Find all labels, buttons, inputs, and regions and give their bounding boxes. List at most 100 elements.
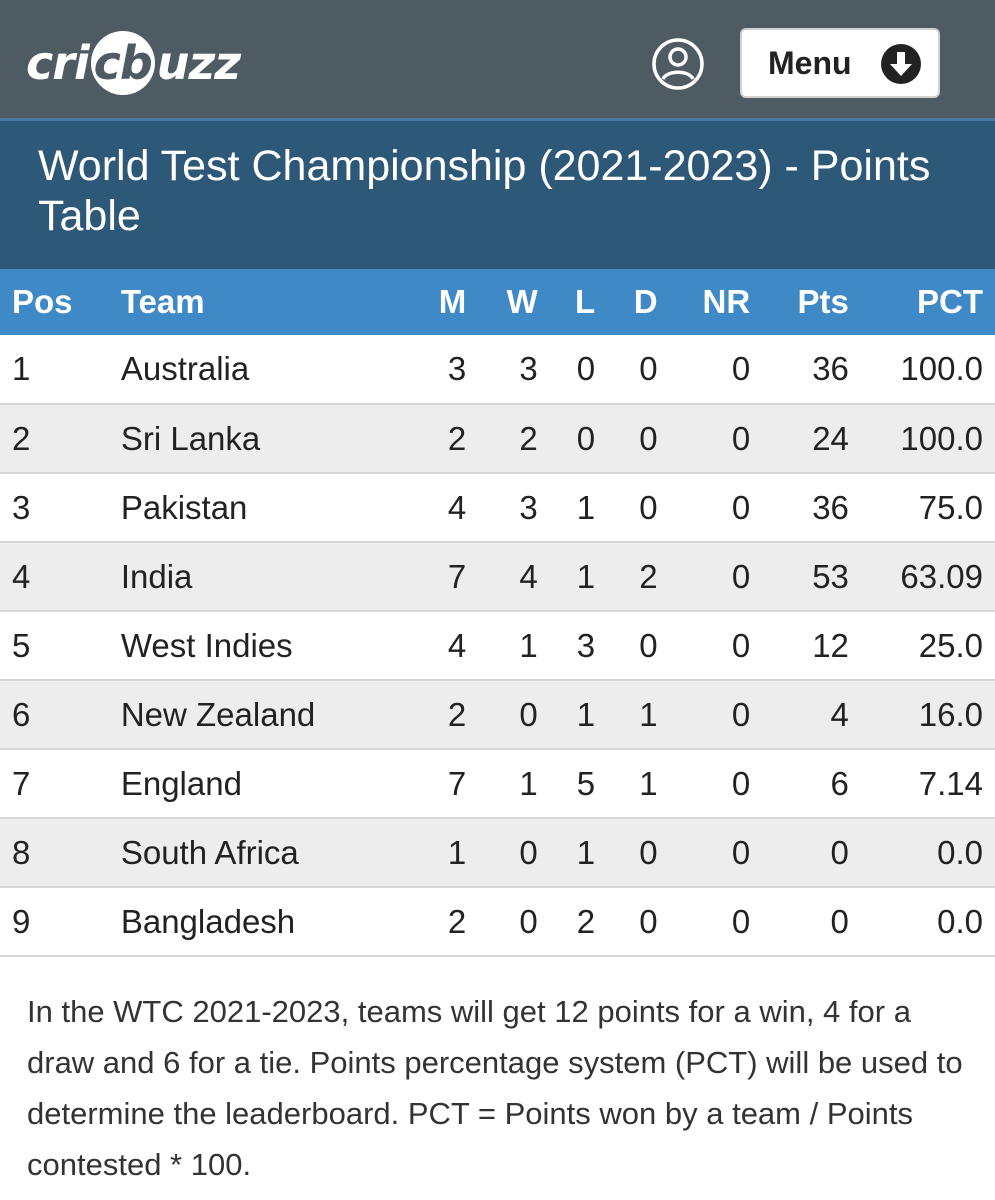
cell-l: 1 xyxy=(576,695,596,733)
logo-text-start: cri xyxy=(26,36,90,90)
table-row: 9 Bangladesh 2 0 2 0 0 0 0.0 xyxy=(0,887,995,956)
cell-pct: 25.0 xyxy=(918,626,983,664)
column-header-nr: NR xyxy=(702,283,751,320)
cell-pts: 4 xyxy=(830,695,849,733)
menu-button-label: Menu xyxy=(768,44,852,81)
cell-team[interactable]: Australia xyxy=(120,350,250,387)
cell-nr: 0 xyxy=(731,419,751,457)
cell-pct: 100.0 xyxy=(900,419,983,457)
cell-team[interactable]: England xyxy=(120,764,242,802)
cell-d: 0 xyxy=(639,833,658,871)
cell-pts: 12 xyxy=(812,626,849,664)
menu-button[interactable]: Menu xyxy=(740,28,940,98)
cell-pos: 5 xyxy=(12,626,31,664)
column-header-d: D xyxy=(633,283,658,320)
cell-m: 1 xyxy=(447,833,467,871)
cell-w: 3 xyxy=(519,350,538,387)
cell-nr: 0 xyxy=(731,833,751,871)
cell-l: 2 xyxy=(576,902,596,940)
column-header-pos: Pos xyxy=(12,283,73,320)
title-band: World Test Championship (2021-2023) - Po… xyxy=(0,118,995,269)
table-row: 2 Sri Lanka 2 2 0 0 0 24 100.0 xyxy=(0,404,995,473)
cell-pts: 36 xyxy=(812,488,849,526)
cell-team[interactable]: New Zealand xyxy=(120,695,316,733)
cell-pos: 9 xyxy=(12,902,31,940)
cell-team[interactable]: West Indies xyxy=(120,626,293,664)
cell-pos: 4 xyxy=(12,557,31,595)
cell-w: 0 xyxy=(519,695,538,733)
cell-pos: 8 xyxy=(12,833,31,871)
top-bar: cri cb uzz Menu xyxy=(0,0,995,118)
cell-w: 0 xyxy=(519,833,538,871)
cell-pos: 7 xyxy=(12,764,31,802)
cell-m: 2 xyxy=(447,695,467,733)
cell-nr: 0 xyxy=(731,626,751,664)
table-row: 5 West Indies 4 1 3 0 0 12 25.0 xyxy=(0,611,995,680)
cell-l: 1 xyxy=(576,488,596,526)
cell-nr: 0 xyxy=(731,557,751,595)
cell-d: 0 xyxy=(639,488,658,526)
cell-l: 5 xyxy=(576,764,596,802)
cell-m: 7 xyxy=(447,557,467,595)
cell-m: 2 xyxy=(447,902,467,940)
cell-w: 3 xyxy=(519,488,538,526)
cell-d: 0 xyxy=(639,350,658,387)
cell-nr: 0 xyxy=(731,695,751,733)
cell-pct: 0.0 xyxy=(937,902,983,940)
account-circle-icon xyxy=(652,38,704,90)
cell-m: 4 xyxy=(447,488,467,526)
cell-pos: 6 xyxy=(12,695,31,733)
cell-w: 1 xyxy=(519,626,538,664)
column-header-team: Team xyxy=(120,283,205,320)
cell-pts: 53 xyxy=(812,557,849,595)
cell-pct: 100.0 xyxy=(900,350,983,387)
cell-l: 1 xyxy=(576,833,596,871)
cell-nr: 0 xyxy=(731,764,751,802)
pct-explanation-note: In the WTC 2021-2023, teams will get 12 … xyxy=(27,994,963,1182)
cell-pct: 75.0 xyxy=(918,488,983,526)
cell-w: 4 xyxy=(519,557,538,595)
logo-ball: cb xyxy=(90,31,155,95)
cell-w: 1 xyxy=(519,764,538,802)
column-header-l: L xyxy=(574,283,596,320)
cell-team[interactable]: India xyxy=(120,557,193,595)
table-row: 3 Pakistan 4 3 1 0 0 36 75.0 xyxy=(0,473,995,542)
cell-team[interactable]: Pakistan xyxy=(120,488,248,526)
table-row: 7 England 7 1 5 1 0 6 7.14 xyxy=(0,749,995,818)
cricbuzz-logo[interactable]: cri cb uzz xyxy=(26,28,241,98)
cell-m: 3 xyxy=(447,350,467,387)
cell-d: 0 xyxy=(639,902,658,940)
cell-pos: 2 xyxy=(12,419,31,457)
column-header-w: W xyxy=(506,283,538,320)
cell-w: 0 xyxy=(519,902,538,940)
cell-pts: 24 xyxy=(812,419,849,457)
cell-m: 4 xyxy=(447,626,467,664)
table-row: 4 India 7 4 1 2 0 53 63.09 xyxy=(0,542,995,611)
cell-l: 1 xyxy=(576,557,596,595)
cell-m: 7 xyxy=(447,764,467,802)
cell-d: 0 xyxy=(639,419,658,457)
cell-pts: 36 xyxy=(812,350,849,387)
logo-text-end: uzz xyxy=(156,36,241,90)
cell-d: 2 xyxy=(639,557,658,595)
cell-nr: 0 xyxy=(731,350,751,387)
column-header-m: M xyxy=(438,283,467,320)
column-header-pct: PCT xyxy=(917,283,983,320)
cell-team[interactable]: Bangladesh xyxy=(120,902,296,940)
cell-team[interactable]: Sri Lanka xyxy=(120,419,261,457)
page-title: World Test Championship (2021-2023) - Po… xyxy=(38,142,931,240)
cell-nr: 0 xyxy=(731,488,751,526)
table-row: 8 South Africa 1 0 1 0 0 0 0.0 xyxy=(0,818,995,887)
cell-pts: 0 xyxy=(830,833,849,871)
cell-m: 2 xyxy=(447,419,467,457)
cell-pct: 63.09 xyxy=(900,557,983,595)
column-header-pts: Pts xyxy=(797,283,849,320)
cell-pct: 7.14 xyxy=(918,764,983,802)
cell-d: 1 xyxy=(639,764,658,802)
cell-d: 0 xyxy=(639,626,658,664)
table-row: 6 New Zealand 2 0 1 1 0 4 16.0 xyxy=(0,680,995,749)
account-icon[interactable] xyxy=(651,37,705,91)
cell-pct: 16.0 xyxy=(918,695,983,733)
table-row: 1 Australia 3 3 0 0 0 36 100.0 xyxy=(0,335,995,404)
cell-team[interactable]: South Africa xyxy=(120,833,299,871)
